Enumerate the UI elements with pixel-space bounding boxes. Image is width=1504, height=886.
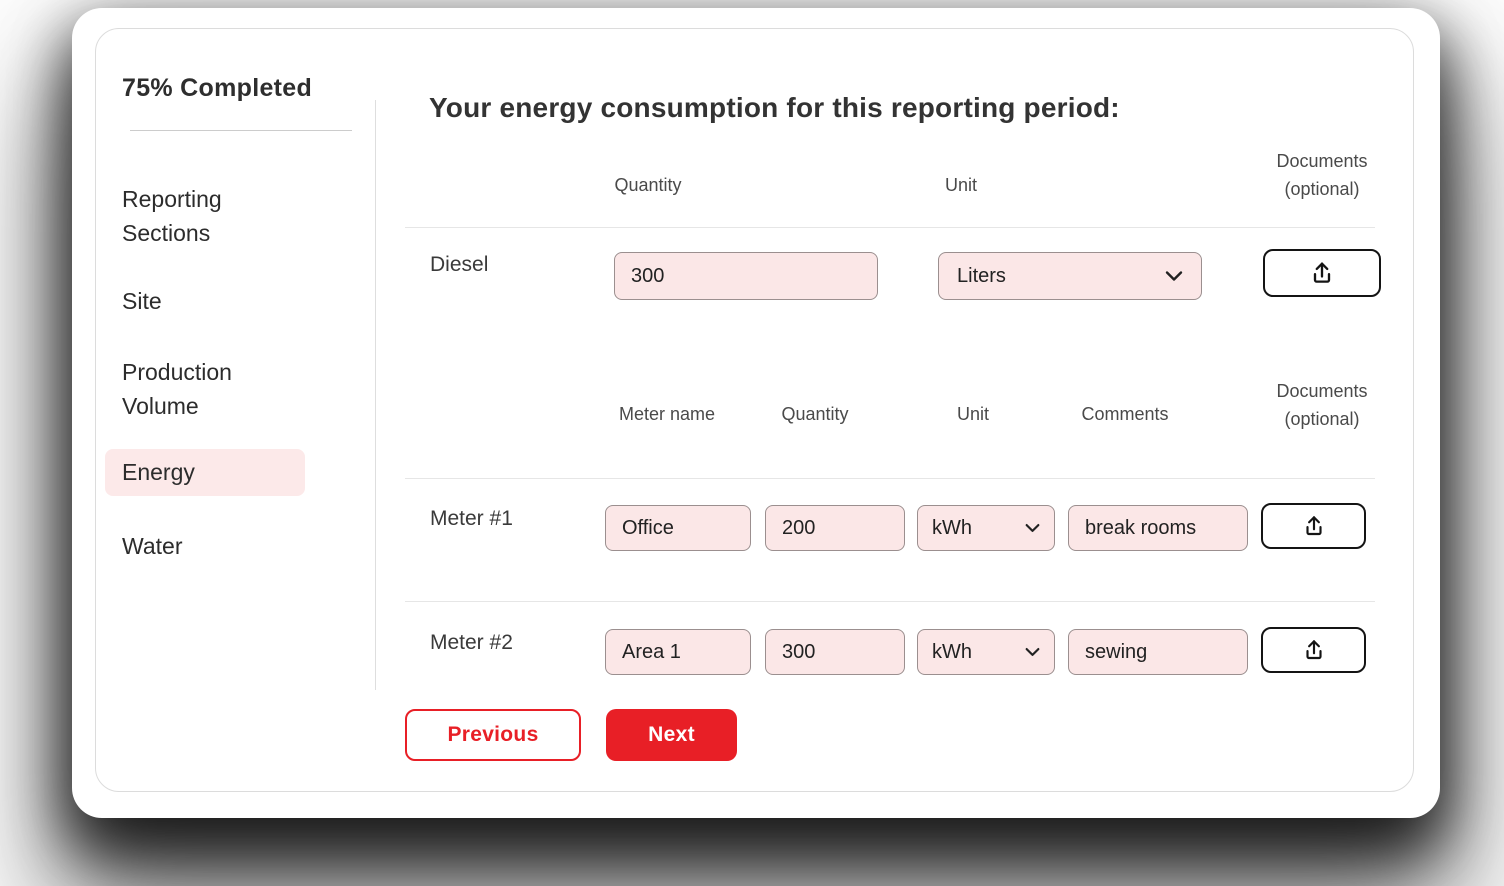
previous-button[interactable]: Previous: [405, 709, 581, 761]
meter1-quantity-input[interactable]: [765, 505, 905, 551]
chevron-down-icon: [1165, 270, 1183, 282]
sidebar-item-water[interactable]: Water: [122, 533, 183, 559]
fuel-header-documents: Documents (optional): [1276, 151, 1368, 199]
sidebar-item-energy-active[interactable]: Energy: [105, 449, 305, 496]
diesel-quantity-input[interactable]: [614, 252, 878, 300]
meter-header-quantity: Quantity: [781, 404, 849, 424]
meter-header-name: Meter name: [618, 404, 716, 424]
sidebar-item-reporting-sections[interactable]: Reporting Sections: [122, 186, 222, 246]
fuel-header-unit: Unit: [944, 175, 977, 195]
meter-header-comments: Comments: [1081, 404, 1169, 424]
form-card: 75% Completed Reporting Sections Site Pr…: [72, 8, 1440, 818]
meter2-name-input[interactable]: [605, 629, 751, 675]
next-button[interactable]: Next: [606, 709, 737, 761]
meter-row-label-2: Meter #2: [430, 631, 513, 654]
upload-icon: [1301, 513, 1327, 539]
meter2-quantity-input[interactable]: [765, 629, 905, 675]
divider: [405, 601, 1375, 602]
meter-header-unit: Unit: [956, 404, 989, 424]
diesel-unit-value: Liters: [957, 264, 1006, 287]
meter-header-documents: Documents (optional): [1276, 381, 1368, 429]
meter2-unit-select[interactable]: kWh: [917, 629, 1055, 675]
diesel-upload-document-button[interactable]: [1263, 249, 1381, 297]
progress-label: 75% Completed: [122, 74, 313, 102]
meter2-upload-document-button[interactable]: [1261, 627, 1366, 673]
chevron-down-icon: [1025, 647, 1040, 657]
progress-divider: [130, 130, 352, 131]
fuel-header-quantity: Quantity: [614, 175, 682, 195]
divider: [405, 227, 1375, 228]
sidebar-item-production-volume[interactable]: Production Volume: [122, 359, 232, 419]
divider: [405, 478, 1375, 479]
chevron-down-icon: [1025, 523, 1040, 533]
meter1-unit-select[interactable]: kWh: [917, 505, 1055, 551]
form-card-border: [95, 28, 1414, 792]
sidebar-divider: [375, 100, 376, 690]
meter-row-label-1: Meter #1: [430, 507, 513, 530]
fuel-row-label-diesel: Diesel: [430, 253, 489, 276]
meter1-unit-value: kWh: [932, 516, 972, 539]
page-title: Your energy consumption for this reporti…: [429, 92, 1120, 123]
upload-icon: [1308, 259, 1336, 287]
meter1-comments-input[interactable]: [1068, 505, 1248, 551]
meter1-name-input[interactable]: [605, 505, 751, 551]
meter1-upload-document-button[interactable]: [1261, 503, 1366, 549]
meter2-unit-value: kWh: [932, 640, 972, 663]
upload-icon: [1301, 637, 1327, 663]
meter2-comments-input[interactable]: [1068, 629, 1248, 675]
sidebar-item-site[interactable]: Site: [122, 288, 162, 314]
diesel-unit-select[interactable]: Liters: [938, 252, 1202, 300]
